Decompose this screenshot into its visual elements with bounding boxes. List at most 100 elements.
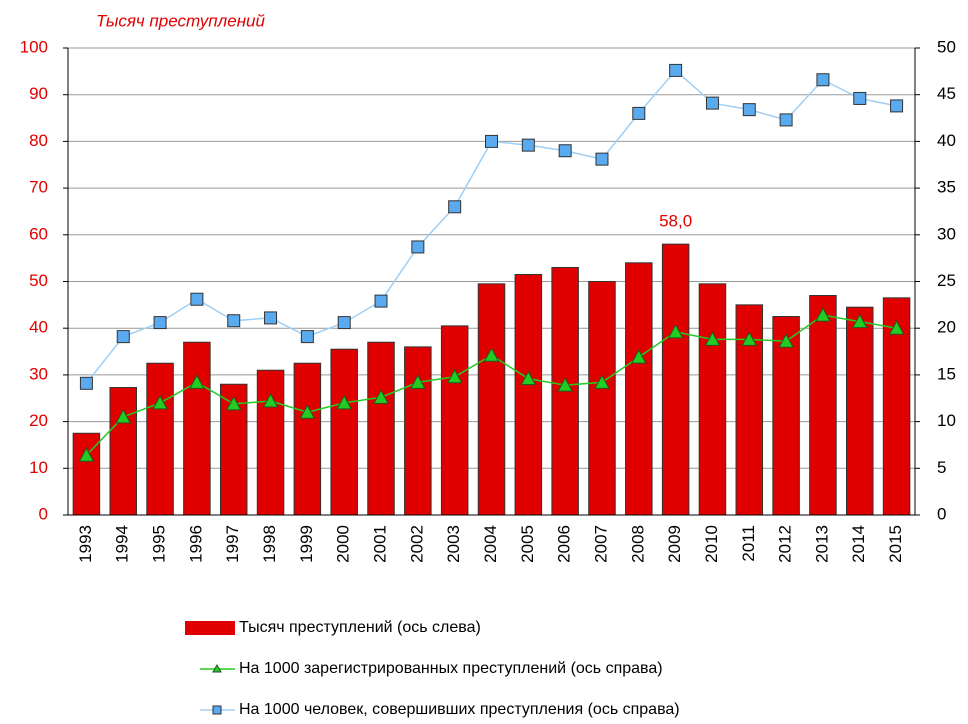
marker — [374, 294, 388, 308]
legend-label: На 1000 зарегистрированных преступлений … — [239, 660, 663, 677]
marker — [410, 374, 426, 389]
marker — [890, 99, 904, 113]
y-tick-label: 100 — [20, 37, 48, 56]
marker — [153, 316, 167, 330]
legend-label: На 1000 человек, совершивших преступлени… — [239, 701, 680, 718]
marker — [557, 377, 573, 392]
marker — [851, 313, 868, 329]
y2-tick-label: 10 — [937, 411, 956, 430]
marker — [520, 370, 537, 386]
marker — [227, 314, 241, 328]
marker — [742, 103, 756, 117]
x-tick-label: 2015 — [886, 525, 905, 563]
legend-label: Тысяч преступлений (ось слева) — [239, 619, 481, 636]
legend-marker — [212, 663, 222, 673]
y2-tick-label: 5 — [937, 458, 946, 477]
x-tick-label: 2006 — [555, 525, 574, 563]
bar — [846, 306, 874, 516]
bar — [661, 243, 690, 516]
marker — [336, 394, 353, 410]
marker — [558, 144, 572, 158]
y-tick-label: 70 — [29, 178, 48, 197]
marker — [741, 331, 758, 346]
y2-tick-label: 35 — [937, 178, 956, 197]
marker — [669, 63, 683, 77]
marker — [778, 333, 794, 348]
data-label: 58,0 — [659, 212, 692, 231]
x-tick-label: 2011 — [739, 525, 758, 562]
y2-tick-label: 45 — [937, 84, 956, 103]
x-tick-label: 1998 — [260, 525, 279, 563]
x-tick-label: 1993 — [76, 525, 95, 563]
marker — [779, 113, 793, 127]
bar — [146, 362, 174, 516]
marker — [705, 96, 719, 110]
marker — [816, 73, 830, 87]
y2-tick-label: 40 — [937, 131, 956, 150]
marker — [189, 374, 205, 389]
bar — [477, 283, 506, 516]
x-tick-label: 2004 — [481, 525, 500, 563]
marker — [262, 392, 279, 408]
marker — [704, 331, 721, 346]
x-tick-label: 2007 — [591, 525, 610, 563]
bar — [625, 262, 653, 516]
bar — [698, 283, 727, 516]
bar — [440, 325, 469, 516]
marker — [632, 106, 646, 120]
marker — [595, 152, 609, 166]
y2-tick-label: 50 — [937, 37, 956, 56]
x-tick-label: 1994 — [113, 525, 132, 563]
marker — [815, 307, 831, 322]
legend-marker — [212, 705, 222, 715]
marker — [152, 394, 168, 410]
y2-tick-label: 0 — [937, 504, 946, 523]
bar — [330, 348, 358, 516]
x-tick-label: 2013 — [812, 525, 831, 563]
y2-tick-label: 20 — [937, 318, 956, 337]
marker — [299, 404, 316, 419]
bar — [588, 281, 616, 516]
y-tick-label: 20 — [29, 411, 48, 430]
bar — [367, 341, 395, 516]
marker — [116, 330, 130, 344]
y-tick-label: 40 — [29, 318, 48, 337]
marker — [79, 376, 93, 390]
marker — [115, 408, 132, 424]
marker — [888, 320, 905, 335]
marker — [485, 134, 498, 148]
bar — [293, 362, 322, 516]
y2-tick-label: 25 — [937, 271, 956, 290]
x-tick-label: 1995 — [150, 525, 169, 563]
marker — [667, 323, 684, 339]
legend-swatch — [185, 621, 235, 635]
bar — [109, 387, 137, 516]
y2-tick-label: 15 — [937, 364, 956, 383]
marker — [373, 389, 389, 404]
x-tick-label: 2002 — [407, 525, 426, 563]
y2-tick-label: 30 — [937, 224, 956, 243]
bar — [404, 346, 432, 516]
marker — [300, 330, 314, 344]
y-tick-label: 80 — [29, 131, 48, 150]
marker — [594, 374, 610, 389]
y-tick-label: 50 — [29, 271, 48, 290]
marker — [483, 347, 500, 362]
marker — [448, 200, 462, 214]
x-tick-label: 2001 — [371, 525, 390, 563]
y-tick-label: 0 — [39, 504, 48, 523]
bar — [514, 273, 543, 516]
chart-title: Тысяч преступлений — [96, 11, 265, 30]
y-tick-label: 60 — [29, 224, 48, 243]
marker — [264, 311, 278, 325]
x-tick-label: 1999 — [297, 525, 316, 563]
bar — [183, 341, 211, 516]
marker — [630, 349, 647, 364]
marker — [78, 447, 95, 462]
x-tick-label: 2014 — [849, 525, 868, 563]
x-tick-label: 2012 — [776, 525, 795, 563]
marker — [411, 240, 425, 254]
marker — [853, 91, 867, 105]
bar — [809, 295, 837, 516]
